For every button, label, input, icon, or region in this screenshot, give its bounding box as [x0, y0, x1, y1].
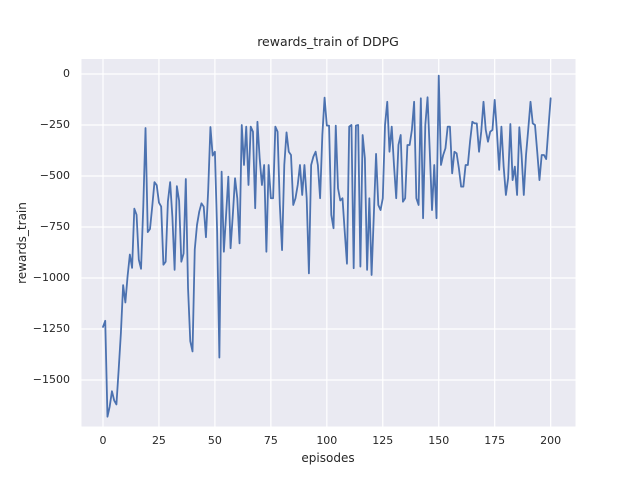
y-tick-label: −1500	[32, 372, 70, 386]
rewards-train-line	[102, 74, 552, 418]
y-tick-label: −500	[39, 168, 70, 182]
x-tick-label: 0	[99, 434, 107, 447]
y-tick-label: −750	[39, 219, 70, 233]
y-tick-label: 0	[63, 66, 70, 80]
chart-title: rewards_train of DDPG	[257, 34, 399, 49]
y-tick-label: −1250	[32, 321, 70, 335]
x-tick-label: 150	[428, 434, 450, 447]
x-tick-label: 175	[484, 434, 506, 447]
y-tick-label: −1000	[32, 270, 70, 284]
plot-area	[81, 59, 576, 427]
x-tick-label: 25	[151, 434, 166, 447]
x-tick-label: 100	[316, 434, 338, 447]
x-tick-label: 200	[540, 434, 562, 447]
x-axis-label: episodes	[301, 451, 355, 465]
x-tick-label: 75	[263, 434, 278, 447]
x-tick-label: 50	[207, 434, 222, 447]
x-tick-label: 125	[372, 434, 394, 447]
y-tick-label: −250	[39, 117, 70, 131]
